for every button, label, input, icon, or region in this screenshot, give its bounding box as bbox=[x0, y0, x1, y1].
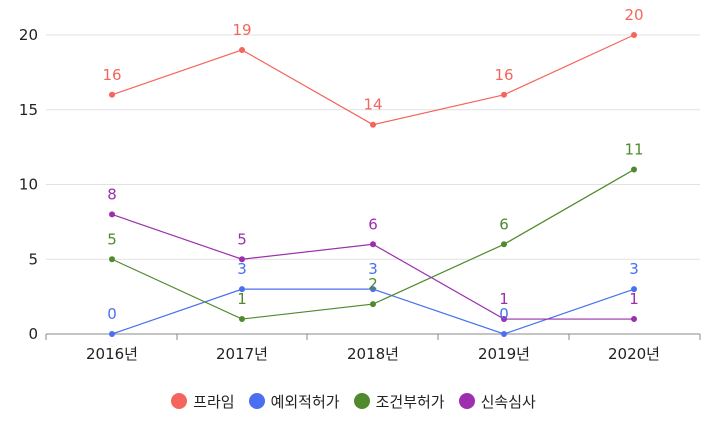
data-point bbox=[370, 286, 376, 293]
y-tick-label: 10 bbox=[19, 176, 38, 194]
data-point bbox=[370, 121, 376, 128]
data-point bbox=[631, 286, 637, 293]
data-label: 6 bbox=[499, 215, 509, 233]
data-point bbox=[239, 256, 245, 263]
x-axis: 2016년 2017년 2018년 2019년 2020년 bbox=[45, 333, 701, 363]
data-label: 11 bbox=[624, 141, 643, 159]
y-tick-label: 5 bbox=[28, 250, 38, 268]
data-label: 16 bbox=[494, 66, 513, 84]
data-point bbox=[239, 316, 245, 323]
data-point bbox=[631, 32, 637, 38]
legend-item[interactable]: 예외적허가 bbox=[248, 391, 340, 412]
legend-swatch bbox=[248, 393, 265, 409]
data-label: 3 bbox=[237, 260, 247, 278]
data-label: 1 bbox=[499, 290, 509, 308]
legend-label: 신속심사 bbox=[480, 392, 536, 411]
legend-swatch bbox=[458, 393, 475, 409]
y-axis: 0 5 10 15 20 bbox=[19, 26, 38, 343]
x-tick-label: 2016년 bbox=[86, 345, 138, 363]
y-tick-label: 20 bbox=[19, 26, 38, 44]
data-point bbox=[109, 211, 115, 218]
legend-label: 조건부허가 bbox=[375, 392, 445, 411]
y-tick-label: 0 bbox=[28, 325, 38, 343]
data-label: 16 bbox=[102, 66, 121, 84]
data-label: 0 bbox=[107, 305, 117, 323]
data-point bbox=[370, 241, 376, 248]
data-point bbox=[631, 316, 637, 323]
data-label: 19 bbox=[232, 21, 251, 39]
x-tick-label: 2019년 bbox=[478, 345, 530, 363]
legend-item[interactable]: 프라임 bbox=[171, 391, 235, 412]
data-label: 8 bbox=[107, 185, 117, 203]
data-label: 5 bbox=[107, 230, 117, 248]
data-point bbox=[109, 331, 115, 337]
data-label: 3 bbox=[629, 260, 639, 278]
legend-item[interactable]: 신속심사 bbox=[458, 391, 536, 412]
data-label: 2 bbox=[368, 275, 378, 293]
gridlines bbox=[46, 34, 700, 260]
data-point bbox=[109, 256, 115, 263]
data-label: 20 bbox=[624, 6, 643, 24]
data-point bbox=[501, 331, 507, 337]
data-point bbox=[109, 91, 115, 98]
data-label: 6 bbox=[368, 215, 378, 233]
data-point bbox=[239, 286, 245, 293]
legend-swatch bbox=[353, 393, 370, 409]
data-point bbox=[370, 301, 376, 308]
series-group bbox=[109, 32, 637, 337]
data-label: 14 bbox=[363, 96, 382, 114]
data-point bbox=[501, 316, 507, 323]
data-point bbox=[501, 91, 507, 98]
y-tick-label: 15 bbox=[19, 101, 38, 119]
data-point bbox=[501, 241, 507, 248]
x-tick-label: 2017년 bbox=[216, 345, 268, 363]
x-tick-label: 2018년 bbox=[347, 345, 399, 363]
legend: 프라임 예외적허가 조건부허가 신속심사 bbox=[0, 386, 707, 416]
data-point bbox=[239, 46, 245, 53]
legend-swatch bbox=[171, 393, 188, 409]
data-label: 1 bbox=[629, 290, 639, 308]
data-label: 0 bbox=[499, 305, 509, 323]
x-tick-label: 2020년 bbox=[608, 345, 660, 363]
data-label: 5 bbox=[237, 230, 247, 248]
legend-label: 예외적허가 bbox=[270, 392, 340, 411]
data-label: 3 bbox=[368, 260, 378, 278]
data-point bbox=[631, 166, 637, 173]
legend-label: 프라임 bbox=[193, 392, 235, 411]
data-label: 1 bbox=[237, 290, 247, 308]
legend-item[interactable]: 조건부허가 bbox=[353, 391, 445, 412]
